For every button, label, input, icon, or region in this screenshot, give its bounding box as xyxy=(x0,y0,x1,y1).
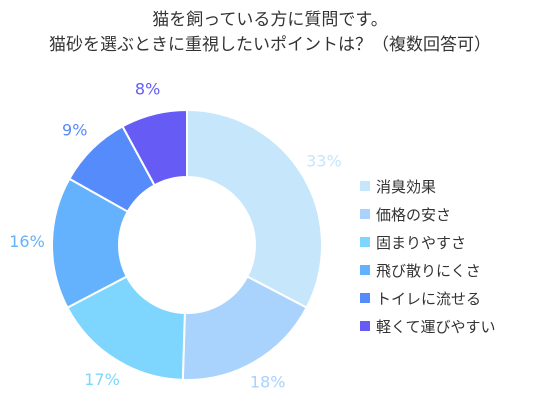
legend-item: 消臭効果 xyxy=(360,172,496,200)
legend-swatch xyxy=(360,181,370,191)
legend-swatch xyxy=(360,293,370,303)
legend-label: トイレに流せる xyxy=(376,289,482,308)
legend-swatch xyxy=(360,237,370,247)
slice-value-label: 9% xyxy=(62,120,87,139)
legend-item: 飛び散りにくさ xyxy=(360,256,496,284)
legend-label: 価格の安さ xyxy=(376,205,452,224)
donut-slice xyxy=(186,108,323,309)
slice-value-label: 18% xyxy=(250,373,286,392)
donut-slice xyxy=(121,108,188,187)
slice-value-label: 16% xyxy=(9,232,45,251)
chart-title-line-1: 猫を飼っている方に質問です。 xyxy=(152,10,388,30)
legend-item: 価格の安さ xyxy=(360,200,496,228)
legend-label: 軽くて運びやすい xyxy=(376,317,496,336)
chart-title-line-2: 猫砂を選ぶときに重視したいポイントは？（複数回答可） xyxy=(49,35,491,55)
slice-value-label: 17% xyxy=(84,370,120,389)
legend-swatch xyxy=(360,321,370,331)
slice-value-label: 33% xyxy=(306,152,342,171)
slice-value-label: 8% xyxy=(135,79,160,98)
legend-swatch xyxy=(360,265,370,275)
legend-item: 軽くて運びやすい xyxy=(360,312,496,340)
chart-title: 猫を飼っている方に質問です。 猫砂を選ぶときに重視したいポイントは？（複数回答可… xyxy=(0,8,540,58)
legend-item: トイレに流せる xyxy=(360,284,496,312)
chart-legend: 消臭効果 価格の安さ 固まりやすさ 飛び散りにくさ トイレに流せる 軽くて運びや… xyxy=(360,172,496,340)
legend-label: 消臭効果 xyxy=(376,177,437,196)
legend-label: 飛び散りにくさ xyxy=(376,261,481,280)
legend-label: 固まりやすさ xyxy=(376,233,467,252)
legend-swatch xyxy=(360,209,370,219)
legend-item: 固まりやすさ xyxy=(360,228,496,256)
